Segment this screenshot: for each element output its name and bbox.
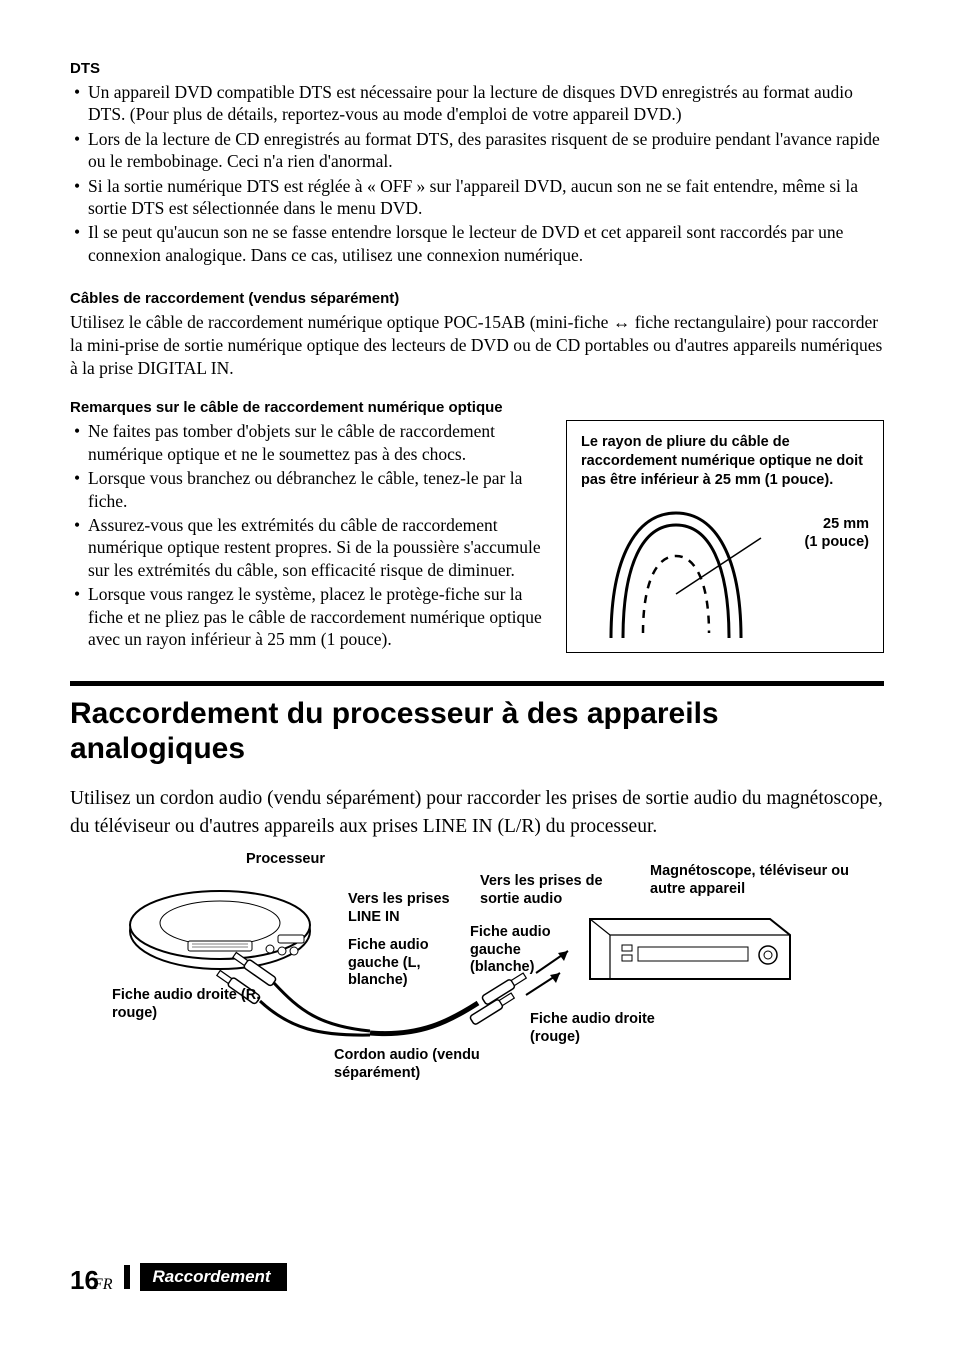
label-vcr: Magnétoscope, téléviseur ou autre appare…: [650, 863, 870, 898]
vcr-icon: [590, 919, 790, 979]
remarks-item: Lorsque vous branchez ou débranchez le c…: [74, 467, 548, 512]
cables-text-a: Utilisez le câble de raccordement numéri…: [70, 312, 613, 332]
page-lang: FR: [93, 1276, 113, 1293]
remarks-item: Ne faites pas tomber d'objets sur le câb…: [74, 420, 548, 465]
label-processor: Processeur: [246, 851, 325, 868]
connection-diagram: Processeur Vers les prises LINE IN Vers …: [70, 851, 884, 1141]
main-paragraph: Utilisez un cordon audio (vendu séparéme…: [70, 785, 884, 842]
bend-radius-box: Le rayon de pliure du câble de raccordem…: [566, 420, 884, 653]
main-title: Raccordement du processeur à des apparei…: [70, 696, 884, 767]
section-divider: [70, 681, 884, 686]
remarks-two-col: Ne faites pas tomber d'objets sur le câb…: [70, 420, 884, 653]
label-plug-right-red: Fiche audio droite (rouge): [530, 1011, 670, 1046]
remarks-item: Assurez-vous que les extrémités du câble…: [74, 514, 548, 581]
box-measure-2: (1 pouce): [805, 534, 869, 550]
cables-heading: Câbles de raccordement (vendus séparémen…: [70, 290, 884, 307]
remarks-list: Ne faites pas tomber d'objets sur le câb…: [74, 420, 548, 650]
label-plug-right-r: Fiche audio droite (R, rouge): [112, 987, 272, 1022]
label-cord: Cordon audio (vendu séparément): [334, 1047, 514, 1082]
remarks-item: Lorsque vous rangez le système, placez l…: [74, 583, 548, 650]
dts-item: Si la sortie numérique DTS est réglée à …: [74, 175, 884, 220]
remarks-heading: Remarques sur le câble de raccordement n…: [70, 399, 884, 416]
dts-item: Il se peut qu'aucun son ne se fasse ente…: [74, 221, 884, 266]
label-plug-left-l: Fiche audio gauche (L, blanche): [348, 937, 468, 989]
processor-icon: [130, 891, 310, 969]
dts-list: Un appareil DVD compatible DTS est néces…: [74, 81, 884, 266]
label-to-line-in: Vers les prises LINE IN: [348, 891, 478, 926]
cables-paragraph: Utilisez le câble de raccordement numéri…: [70, 311, 884, 379]
box-title: Le rayon de pliure du câble de raccordem…: [581, 433, 869, 490]
bidirectional-arrow-icon: ↔: [613, 312, 631, 332]
dts-item: Un appareil DVD compatible DTS est néces…: [74, 81, 884, 126]
dts-item: Lors de la lecture de CD enregistrés au …: [74, 128, 884, 173]
box-measure-1: 25 mm: [823, 516, 869, 532]
label-to-audio-out: Vers les prises de sortie audio: [480, 873, 640, 908]
dts-heading: DTS: [70, 60, 884, 77]
page-footer: 16FR Raccordement: [70, 1263, 287, 1296]
footer-tab: Raccordement: [140, 1263, 286, 1291]
footer-tab-lead: [124, 1265, 130, 1289]
label-plug-left-white: Fiche audio gauche (blanche): [470, 924, 580, 976]
